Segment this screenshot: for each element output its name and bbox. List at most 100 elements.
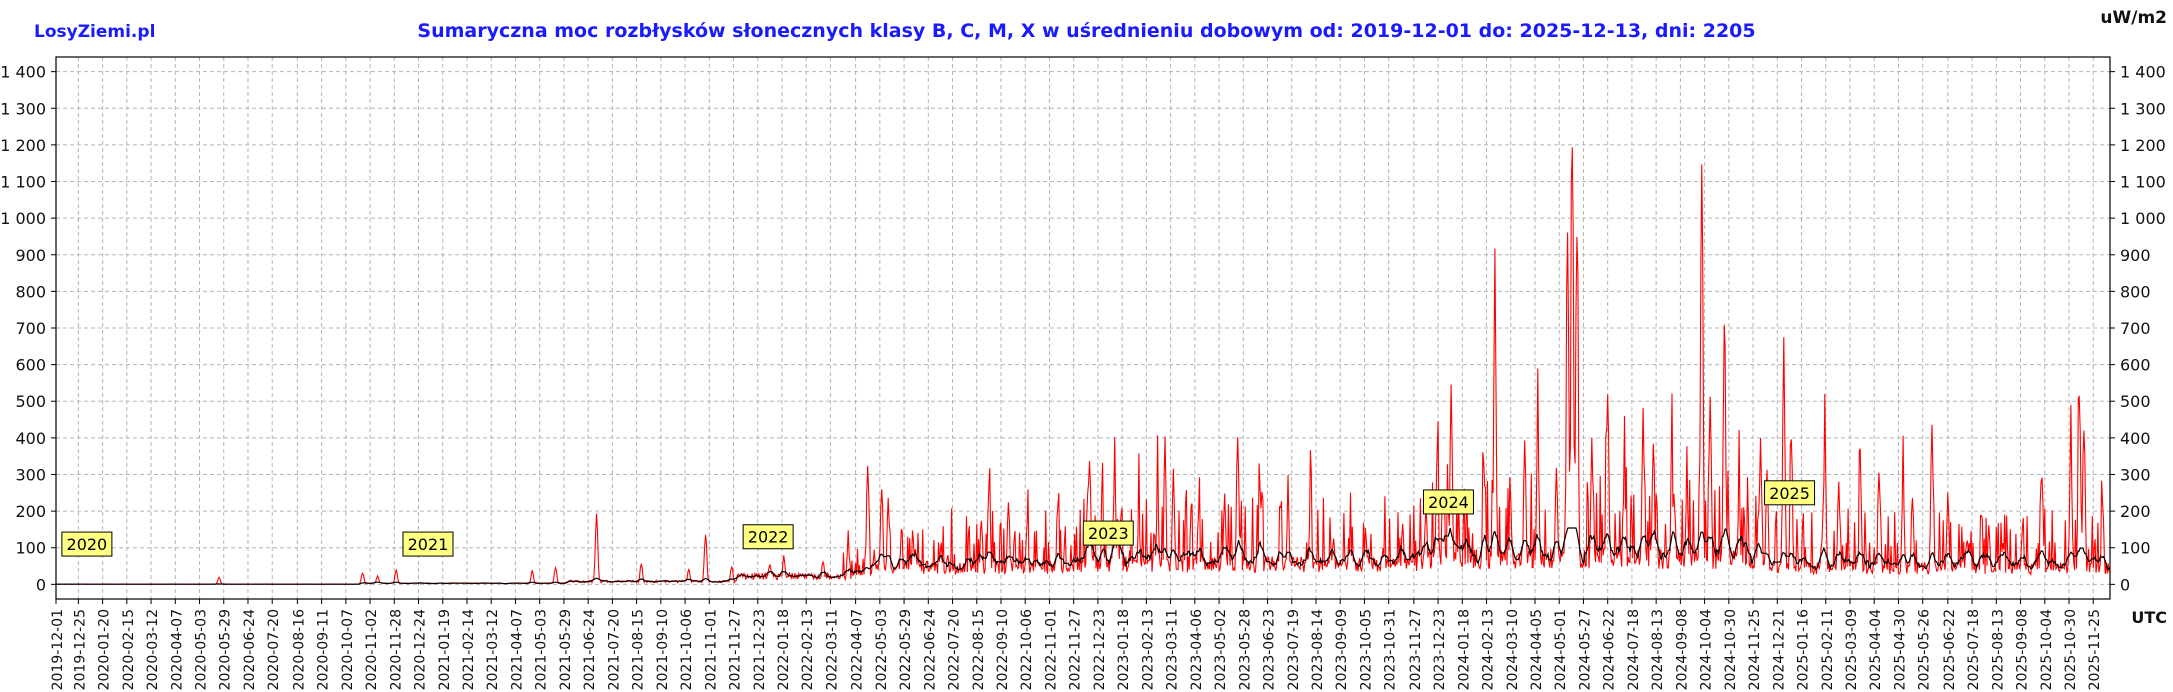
- x-tick-label: 2023-12-23: [1432, 609, 1448, 690]
- x-tick-label: 2024-10-04: [1699, 609, 1715, 690]
- year-marker-label: 2025: [1769, 484, 1810, 503]
- x-tick-label: 2020-03-12: [145, 609, 161, 690]
- plot-frame: [55, 56, 2111, 600]
- x-tick-label: 2020-04-07: [169, 609, 185, 690]
- x-tick-label: 2025-06-22: [1942, 609, 1958, 690]
- x-tick-label: 2023-11-27: [1408, 609, 1424, 690]
- x-tick-label: 2022-02-13: [800, 609, 816, 690]
- x-tick-label: 2020-01-20: [97, 609, 113, 690]
- x-tick-label: 2021-11-01: [703, 609, 719, 690]
- y-tick-label-left: 200: [15, 502, 46, 521]
- x-tick-label: 2022-04-07: [850, 609, 866, 690]
- x-tick-label: 2019-12-01: [50, 609, 66, 690]
- x-tick-label: 2021-02-14: [461, 609, 477, 690]
- x-tick-label: 2022-03-11: [824, 609, 840, 690]
- x-tick-label: 2024-05-01: [1553, 609, 1569, 690]
- brand-logo-text[interactable]: LosyZiemi.pl: [34, 22, 156, 42]
- x-tick-label: 2022-11-27: [1068, 609, 1084, 690]
- x-tick-label: 2025-08-13: [1990, 609, 2006, 690]
- year-marker-box: [61, 531, 113, 557]
- y-tick-label-left: 500: [15, 392, 46, 411]
- x-tick-label: 2020-07-20: [266, 609, 282, 690]
- x-tick-label: 2025-02-11: [1820, 609, 1836, 690]
- x-tick-label: 2021-08-15: [631, 609, 647, 690]
- x-tick-label: 2022-11-01: [1043, 609, 1059, 690]
- x-tick-label: 2021-03-12: [485, 609, 501, 690]
- x-tick-label: 2020-11-28: [388, 609, 404, 690]
- y-tick-label-right: 500: [2120, 392, 2151, 411]
- series-line-daily: [56, 147, 2111, 585]
- x-tick-label: 2022-10-06: [1019, 609, 1035, 690]
- x-tick-label: 2023-10-05: [1358, 609, 1374, 690]
- x-tick-label: 2023-05-02: [1213, 609, 1229, 690]
- x-tick-label: 2025-04-04: [1868, 609, 1884, 690]
- y-tick-label-left: 1 000: [0, 209, 46, 228]
- y-axis-unit-label: uW/m2: [2100, 8, 2167, 28]
- x-tick-label: 2025-04-30: [1892, 609, 1908, 690]
- x-tick-label: 2024-11-25: [1747, 609, 1763, 690]
- y-tick-label-right: 1 400: [2120, 63, 2166, 82]
- y-tick-label-right: 800: [2120, 282, 2151, 301]
- y-tick-label-left: 100: [15, 539, 46, 558]
- x-tick-label: 2025-01-16: [1796, 609, 1812, 690]
- x-tick-label: 2024-12-21: [1771, 609, 1787, 690]
- y-tick-label-left: 1 400: [0, 63, 46, 82]
- y-tick-label-right: 1 200: [2120, 136, 2166, 155]
- x-tick-label: 2024-01-18: [1456, 609, 1472, 690]
- chart-title: Sumaryczna moc rozbłysków słonecznych kl…: [417, 20, 1756, 42]
- year-marker-label: 2023: [1088, 524, 1129, 543]
- y-tick-label-left: 300: [15, 465, 46, 484]
- y-tick-label-right: 1 100: [2120, 173, 2166, 192]
- year-marker-label: 2020: [67, 535, 108, 554]
- x-tick-label: 2023-03-11: [1165, 609, 1181, 690]
- y-tick-label-right: 200: [2120, 502, 2151, 521]
- y-tick-label-right: 100: [2120, 539, 2151, 558]
- y-tick-label-left: 0: [36, 575, 46, 594]
- x-tick-label: 2021-01-19: [437, 609, 453, 690]
- y-tick-label-right: 1 000: [2120, 209, 2166, 228]
- y-tick-label-left: 1 300: [0, 99, 46, 118]
- x-tick-label: 2022-08-15: [971, 609, 987, 690]
- year-marker-box: [1422, 489, 1474, 515]
- year-marker-box: [742, 524, 794, 550]
- y-tick-label-left: 1 200: [0, 136, 46, 155]
- series-line-smoothed: [56, 527, 2111, 585]
- y-tick-label-left: 900: [15, 246, 46, 265]
- x-tick-label: 2023-04-06: [1189, 609, 1205, 690]
- y-tick-label-right: 900: [2120, 246, 2151, 265]
- x-tick-label: 2021-09-10: [655, 609, 671, 690]
- x-tick-label: 2023-05-28: [1237, 609, 1253, 690]
- x-tick-label: 2022-05-29: [898, 609, 914, 690]
- x-tick-label: 2021-05-29: [558, 609, 574, 690]
- x-tick-label: 2024-08-13: [1650, 609, 1666, 690]
- x-tick-label: 2020-12-24: [413, 609, 429, 690]
- year-marker-box: [1082, 520, 1134, 546]
- x-tick-label: 2024-09-08: [1674, 609, 1690, 690]
- x-tick-label: 2025-05-26: [1917, 609, 1933, 690]
- y-tick-label-right: 400: [2120, 429, 2151, 448]
- y-tick-label-right: 600: [2120, 356, 2151, 375]
- y-tick-label-left: 400: [15, 429, 46, 448]
- x-tick-label: 2024-03-10: [1505, 609, 1521, 690]
- x-tick-label: 2023-02-13: [1140, 609, 1156, 690]
- y-tick-label-right: 300: [2120, 465, 2151, 484]
- x-tick-label: 2020-11-02: [364, 609, 380, 690]
- x-tick-label: 2024-06-22: [1602, 609, 1618, 690]
- x-tick-label: 2023-10-31: [1383, 609, 1399, 690]
- year-marker-box: [402, 531, 454, 557]
- x-tick-label: 2021-11-27: [728, 609, 744, 690]
- x-tick-label: 2023-07-19: [1286, 609, 1302, 690]
- x-tick-label: 2023-06-23: [1262, 609, 1278, 690]
- y-tick-label-right: 700: [2120, 319, 2151, 338]
- x-tick-label: 2020-06-24: [242, 609, 258, 690]
- year-marker-label: 2024: [1428, 493, 1469, 512]
- y-tick-label-right: 1 300: [2120, 99, 2166, 118]
- x-tick-label: 2024-10-30: [1723, 609, 1739, 690]
- x-axis-utc-label: UTC: [2131, 608, 2167, 627]
- x-tick-label: 2021-07-20: [606, 609, 622, 690]
- x-tick-label: 2020-09-11: [316, 609, 332, 690]
- x-tick-label: 2025-03-09: [1844, 609, 1860, 690]
- x-tick-label: 2025-11-25: [2087, 609, 2103, 690]
